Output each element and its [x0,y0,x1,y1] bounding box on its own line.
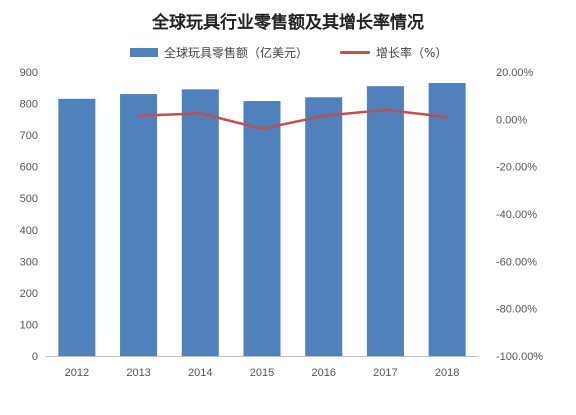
bar [428,83,466,357]
legend-swatch-line [340,51,370,54]
bar [366,86,404,356]
chart-title: 全球玩具行业零售额及其增长率情况 [152,13,424,33]
growth-rate-line [137,108,449,131]
x-tick-label: 2015 [250,367,274,379]
y-right-tick-label: 20.00% [496,67,534,79]
x-tick-label: 2012 [65,367,89,379]
y-left-tick-label: 700 [20,130,38,142]
y-right-tick-label: -20.00% [496,162,537,174]
y-left-tick-label: 100 [20,319,38,331]
y-left-tick-label: 800 [20,99,38,111]
legend-label-bar: 全球玩具零售额（亿美元） [164,46,309,60]
x-tick-label: 2018 [435,367,459,379]
y-right-tick-label: 0.00% [496,114,527,126]
legend-label-line: 增长率（%） [376,46,448,60]
legend-swatch-bar [130,48,158,57]
y-left-tick-label: 900 [20,67,38,79]
y-left-tick-label: 500 [20,193,38,205]
bar [305,97,343,356]
x-tick-label: 2016 [311,367,335,379]
bar [120,94,158,356]
x-tick-label: 2013 [126,367,150,379]
y-left-tick-label: 200 [20,288,38,300]
bar [243,101,281,356]
legend-item-line: 增长率（%） [340,44,447,61]
y-right-tick-label: -60.00% [496,256,537,268]
y-right-tick-label: -100.00% [496,351,543,363]
y-left-tick-label: 400 [20,225,38,237]
y-right-tick-label: -80.00% [496,304,537,316]
bar [58,98,96,357]
x-tick-label: 2014 [188,367,212,379]
chart-legend: 全球玩具零售额（亿美元） 增长率（%） [0,44,576,64]
y-left-tick-label: 600 [20,162,38,174]
x-tick-label: 2017 [373,367,397,379]
y-left-tick-label: 0 [32,351,38,363]
legend-item-bar: 全球玩具零售额（亿美元） [130,44,308,61]
y-left-tick-label: 300 [20,256,38,268]
y-right-tick-label: -40.00% [496,209,537,221]
bar [181,89,219,356]
